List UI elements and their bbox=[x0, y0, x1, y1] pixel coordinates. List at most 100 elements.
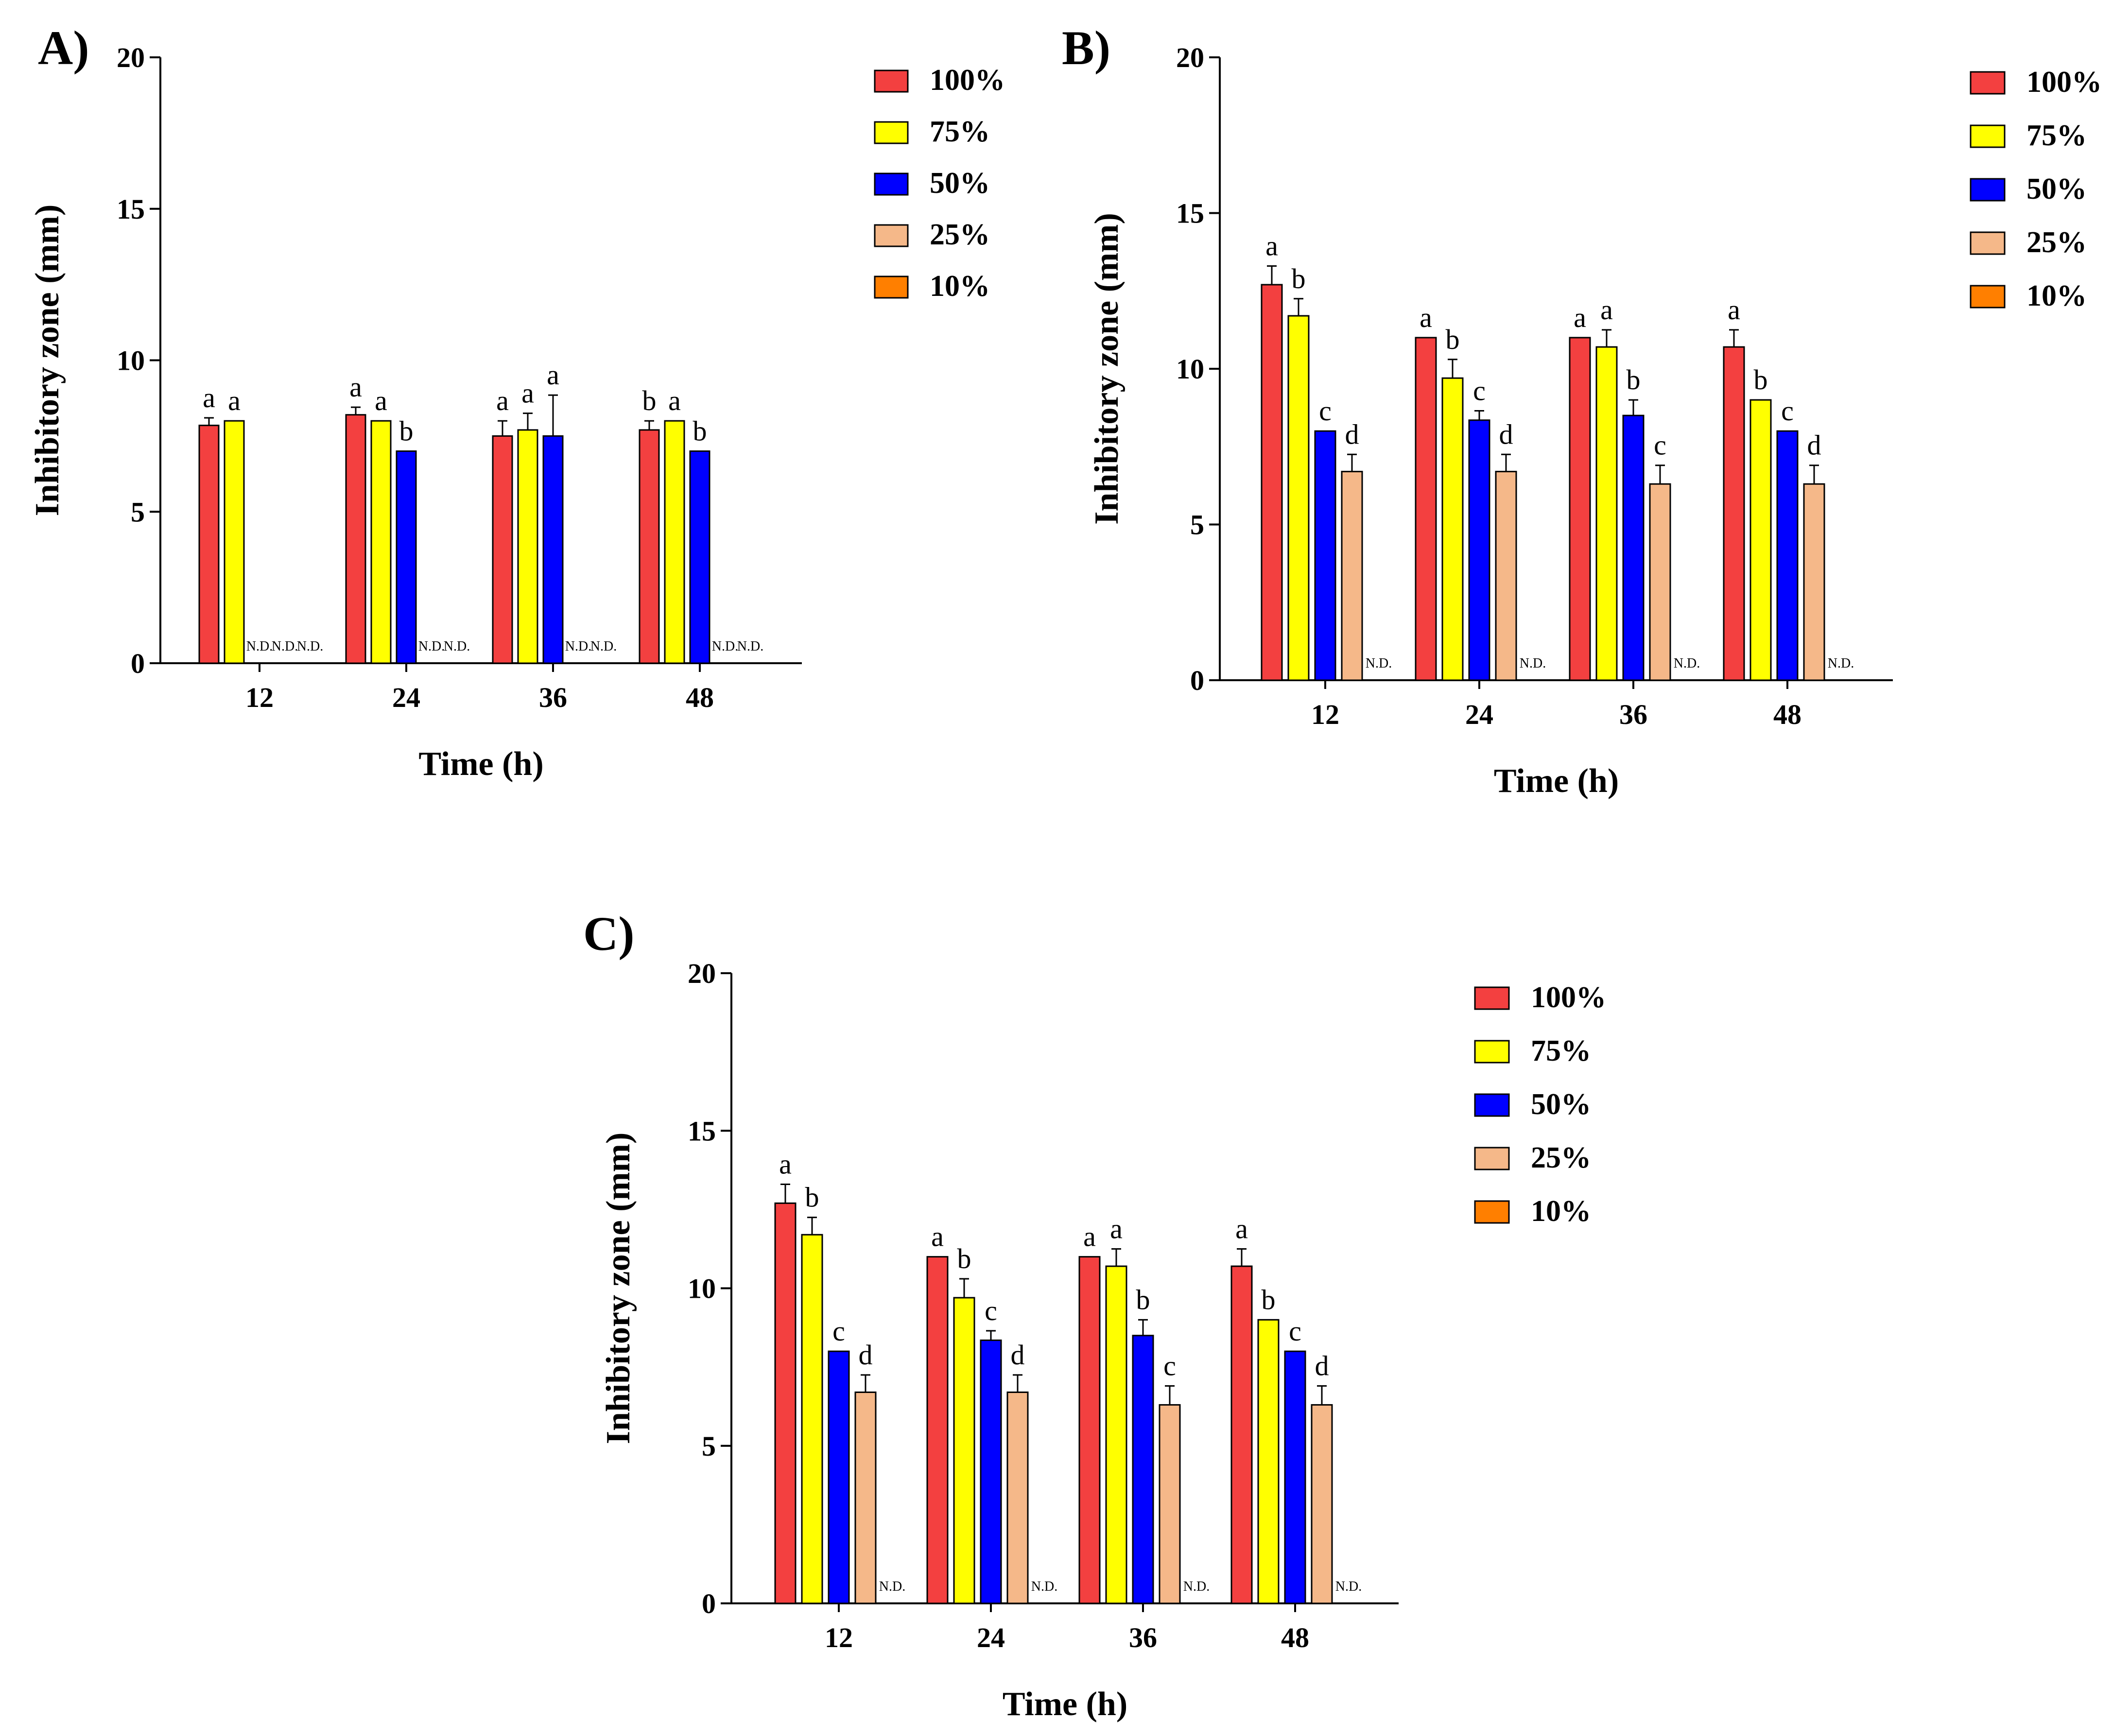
x-axis-title: Time (h) bbox=[1003, 1685, 1127, 1723]
significance-label: a bbox=[1420, 302, 1432, 333]
y-tick-label: 5 bbox=[131, 496, 145, 528]
bar bbox=[1776, 430, 1799, 681]
legend: 100% 75% 50% 25% 10% bbox=[1474, 981, 1606, 1228]
significance-label: a bbox=[496, 385, 509, 416]
bar bbox=[1723, 346, 1745, 681]
significance-label: d bbox=[1345, 418, 1359, 450]
legend-swatch bbox=[1970, 178, 2006, 202]
y-axis-title: Inhibitory zone (mm) bbox=[29, 205, 66, 516]
legend-label: 25% bbox=[930, 218, 990, 251]
not-detected-label: N.D. bbox=[1828, 656, 1854, 671]
bar bbox=[1595, 346, 1618, 681]
legend-label: 10% bbox=[1531, 1195, 1591, 1228]
bar bbox=[1311, 1404, 1333, 1604]
bar bbox=[542, 435, 564, 664]
not-detected-label: N.D. bbox=[246, 639, 273, 654]
significance-label: a bbox=[1083, 1221, 1096, 1253]
not-detected-label: N.D. bbox=[1366, 656, 1392, 671]
significance-label: c bbox=[1163, 1350, 1176, 1382]
significance-label: b bbox=[805, 1182, 819, 1213]
bar bbox=[1105, 1265, 1127, 1604]
significance-label: d bbox=[859, 1339, 873, 1371]
significance-label: c bbox=[1319, 395, 1332, 427]
significance-label: a bbox=[375, 385, 387, 416]
bar bbox=[980, 1340, 1002, 1604]
x-axis-title: Time (h) bbox=[1494, 762, 1619, 800]
y-axis-title: Inhibitory zone (mm) bbox=[600, 1133, 637, 1444]
significance-label: b bbox=[1262, 1284, 1276, 1315]
legend-label: 50% bbox=[930, 167, 990, 200]
bar bbox=[953, 1297, 975, 1604]
x-tick-label: 12 bbox=[825, 1622, 853, 1653]
significance-label: b bbox=[1292, 263, 1306, 294]
significance-label: a bbox=[779, 1148, 792, 1180]
bar bbox=[492, 435, 513, 664]
bar bbox=[1132, 1335, 1154, 1604]
legend-swatch bbox=[874, 275, 909, 299]
x-tick-label: 12 bbox=[245, 682, 274, 713]
legend-label: 50% bbox=[1531, 1088, 1591, 1121]
legend-swatch bbox=[1970, 285, 2006, 309]
not-detected-label: N.D. bbox=[737, 639, 763, 654]
legend-label: 25% bbox=[2026, 226, 2087, 259]
panel-letter: B) bbox=[1062, 21, 1110, 75]
legend-label: 50% bbox=[2026, 172, 2087, 206]
bar bbox=[1468, 419, 1490, 681]
bar bbox=[828, 1350, 850, 1604]
significance-label: b bbox=[1627, 364, 1641, 395]
not-detected-label: N.D. bbox=[1335, 1579, 1362, 1594]
y-tick-label: 0 bbox=[702, 1588, 716, 1619]
y-tick-label: 0 bbox=[1190, 665, 1204, 696]
y-tick-label: 15 bbox=[1176, 198, 1204, 229]
significance-label: c bbox=[1781, 395, 1794, 427]
bar bbox=[1287, 315, 1310, 681]
not-detected-label: N.D. bbox=[418, 639, 445, 654]
legend-swatch bbox=[1474, 986, 1510, 1010]
bar bbox=[926, 1256, 949, 1604]
not-detected-label: N.D. bbox=[879, 1579, 905, 1594]
bar bbox=[1006, 1392, 1029, 1604]
x-tick-label: 48 bbox=[686, 682, 714, 713]
y-tick-label: 10 bbox=[117, 345, 145, 377]
significance-label: b bbox=[957, 1243, 971, 1274]
bar bbox=[689, 450, 710, 664]
significance-label: b bbox=[399, 415, 414, 447]
legend-label: 25% bbox=[1531, 1141, 1591, 1174]
y-tick-label: 15 bbox=[117, 193, 145, 225]
x-tick-label: 12 bbox=[1311, 699, 1339, 730]
y-tick-label: 10 bbox=[688, 1273, 716, 1305]
bar bbox=[1230, 1265, 1253, 1604]
y-tick-label: 5 bbox=[1190, 509, 1204, 541]
legend-label: 100% bbox=[930, 64, 1005, 97]
bar bbox=[198, 425, 220, 664]
legend-swatch bbox=[1474, 1200, 1510, 1224]
significance-label: c bbox=[832, 1315, 845, 1347]
not-detected-label: N.D. bbox=[444, 639, 470, 654]
bar bbox=[396, 450, 417, 664]
legend-swatch bbox=[874, 121, 909, 144]
y-tick-label: 0 bbox=[131, 648, 145, 679]
bar bbox=[1441, 377, 1464, 681]
x-axis-title: Time (h) bbox=[418, 745, 543, 783]
significance-label: d bbox=[1315, 1350, 1329, 1382]
legend-swatch bbox=[874, 69, 909, 93]
bar bbox=[1078, 1256, 1101, 1604]
legend-label: 100% bbox=[2026, 66, 2102, 99]
legend-swatch bbox=[1474, 1147, 1510, 1170]
panel-letter: A) bbox=[38, 21, 89, 75]
bar bbox=[664, 420, 685, 664]
legend-swatch bbox=[1474, 1040, 1510, 1064]
significance-label: c bbox=[1654, 430, 1666, 461]
significance-label: a bbox=[1574, 302, 1586, 333]
bar bbox=[1314, 430, 1336, 681]
significance-label: a bbox=[203, 382, 215, 413]
x-tick-label: 48 bbox=[1773, 699, 1801, 730]
bar bbox=[1749, 399, 1772, 681]
legend-swatch bbox=[1970, 71, 2006, 95]
legend-swatch bbox=[1970, 124, 2006, 148]
bar bbox=[370, 420, 392, 664]
legend: 100% 75% 50% 25% 10% bbox=[874, 64, 1005, 303]
